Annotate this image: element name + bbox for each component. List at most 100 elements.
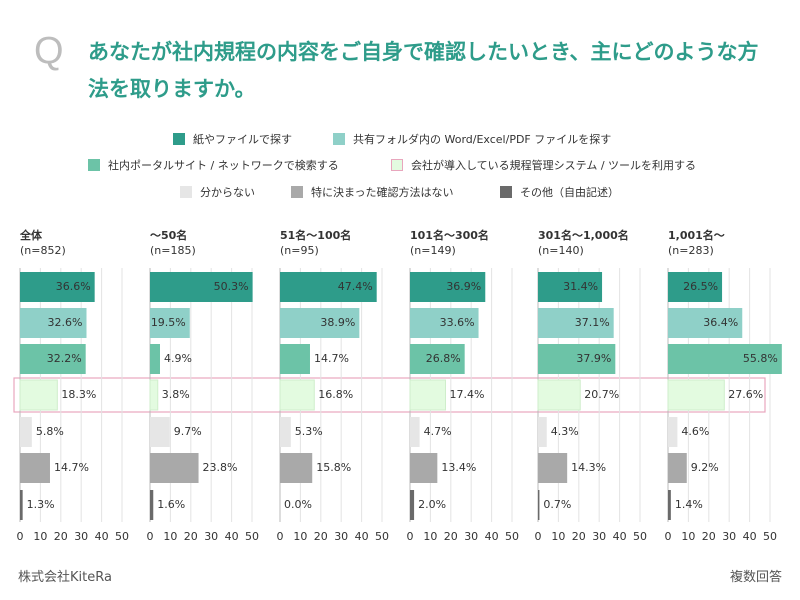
x-tick-label: 40	[355, 530, 369, 543]
x-tick-label: 40	[95, 530, 109, 543]
value-label: 3.8%	[162, 388, 190, 401]
x-tick-label: 50	[505, 530, 519, 543]
note: 複数回答	[729, 570, 782, 585]
x-tick-label: 30	[592, 530, 606, 543]
panel-title: 全体	[19, 228, 43, 242]
panel-title: 301名～1,000名	[538, 228, 629, 242]
panel-title: 51名～100名	[280, 228, 351, 242]
bar	[538, 344, 616, 374]
x-tick-label: 10	[293, 530, 307, 543]
x-tick-label: 20	[702, 530, 716, 543]
bar	[280, 344, 310, 374]
x-tick-label: 10	[681, 530, 695, 543]
x-tick-label: 50	[633, 530, 647, 543]
value-label: 4.3%	[551, 425, 579, 438]
value-label: 1.4%	[675, 498, 703, 511]
x-tick-label: 40	[613, 530, 627, 543]
question-mark: Q	[34, 30, 64, 72]
x-tick-label: 0	[277, 530, 284, 543]
bar	[150, 272, 253, 302]
panel-subtitle: (n=283)	[668, 244, 714, 257]
legend-swatch	[500, 186, 512, 198]
bar	[150, 417, 170, 447]
x-tick-label: 40	[743, 530, 757, 543]
legend-item: 特に決まった確認方法はない	[291, 184, 454, 200]
legend-label: その他（自由記述）	[520, 186, 619, 199]
legend-item: 社内ポータルサイト / ネットワークで検索する	[88, 157, 339, 173]
bar	[409, 379, 446, 411]
bar	[668, 417, 678, 447]
bar	[668, 308, 743, 338]
x-tick-label: 30	[334, 530, 348, 543]
value-label: 32.6%	[48, 316, 83, 329]
value-label: 4.6%	[681, 425, 709, 438]
value-label: 32.2%	[47, 352, 82, 365]
highlight-box	[13, 377, 766, 413]
bar	[20, 417, 32, 447]
x-tick-label: 30	[464, 530, 478, 543]
bar	[279, 379, 315, 411]
bar	[410, 490, 415, 520]
legend-swatch	[333, 133, 345, 145]
x-tick-label: 50	[375, 530, 389, 543]
x-tick-label: 0	[535, 530, 542, 543]
legend-label: 社内ポータルサイト / ネットワークで検索する	[108, 159, 339, 172]
legend-label: 会社が導入している規程管理システム / ツールを利用する	[411, 159, 697, 172]
question-text: あなたが社内規程の内容をご自身で確認したいとき、主にどのような方法を取りますか。	[88, 40, 759, 101]
value-label: 16.8%	[318, 388, 353, 401]
legend-item: その他（自由記述）	[500, 184, 619, 200]
bar	[538, 308, 614, 338]
x-tick-label: 30	[74, 530, 88, 543]
bar	[668, 344, 782, 374]
value-label: 55.8%	[743, 352, 778, 365]
bar	[410, 308, 479, 338]
value-label: 5.3%	[295, 425, 323, 438]
x-tick-label: 40	[225, 530, 239, 543]
legend-label: 特に決まった確認方法はない	[311, 186, 454, 199]
bar	[20, 308, 87, 338]
bar	[149, 379, 159, 411]
panel-subtitle: (n=95)	[280, 244, 319, 257]
value-label: 37.9%	[576, 352, 611, 365]
value-label: 0.0%	[284, 498, 312, 511]
bar	[280, 453, 313, 483]
bar	[150, 344, 160, 374]
legend-item: 会社が導入している規程管理システム / ツールを利用する	[391, 157, 696, 173]
bar	[20, 490, 23, 520]
x-tick-label: 0	[17, 530, 24, 543]
bar	[20, 272, 95, 302]
legend-swatch	[291, 186, 303, 198]
value-label: 4.9%	[164, 352, 192, 365]
value-label: 1.3%	[27, 498, 55, 511]
bar	[20, 344, 86, 374]
legend-swatch	[180, 186, 192, 198]
bar	[538, 453, 568, 483]
bar	[538, 272, 603, 302]
bar	[150, 490, 154, 520]
value-label: 4.7%	[424, 425, 452, 438]
value-label: 31.4%	[563, 280, 598, 293]
bar	[19, 379, 58, 411]
panel-subtitle: (n=185)	[150, 244, 196, 257]
value-label: 36.9%	[446, 280, 481, 293]
x-tick-label: 50	[245, 530, 259, 543]
legend-item: 共有フォルダ内の Word/Excel/PDF ファイルを探す	[333, 131, 611, 147]
panel-title: 1,001名～	[668, 228, 725, 242]
value-label: 18.3%	[61, 388, 96, 401]
legend-item: 分からない	[180, 184, 255, 200]
x-tick-label: 0	[665, 530, 672, 543]
x-tick-label: 30	[722, 530, 736, 543]
value-label: 13.4%	[441, 461, 476, 474]
bar	[538, 417, 547, 447]
panel-subtitle: (n=140)	[538, 244, 584, 257]
value-label: 1.6%	[157, 498, 185, 511]
value-label: 23.8%	[203, 461, 238, 474]
x-tick-label: 50	[763, 530, 777, 543]
value-label: 19.5%	[151, 316, 186, 329]
bar	[668, 490, 671, 520]
bar	[668, 453, 687, 483]
bar	[20, 453, 50, 483]
bar	[280, 308, 360, 338]
